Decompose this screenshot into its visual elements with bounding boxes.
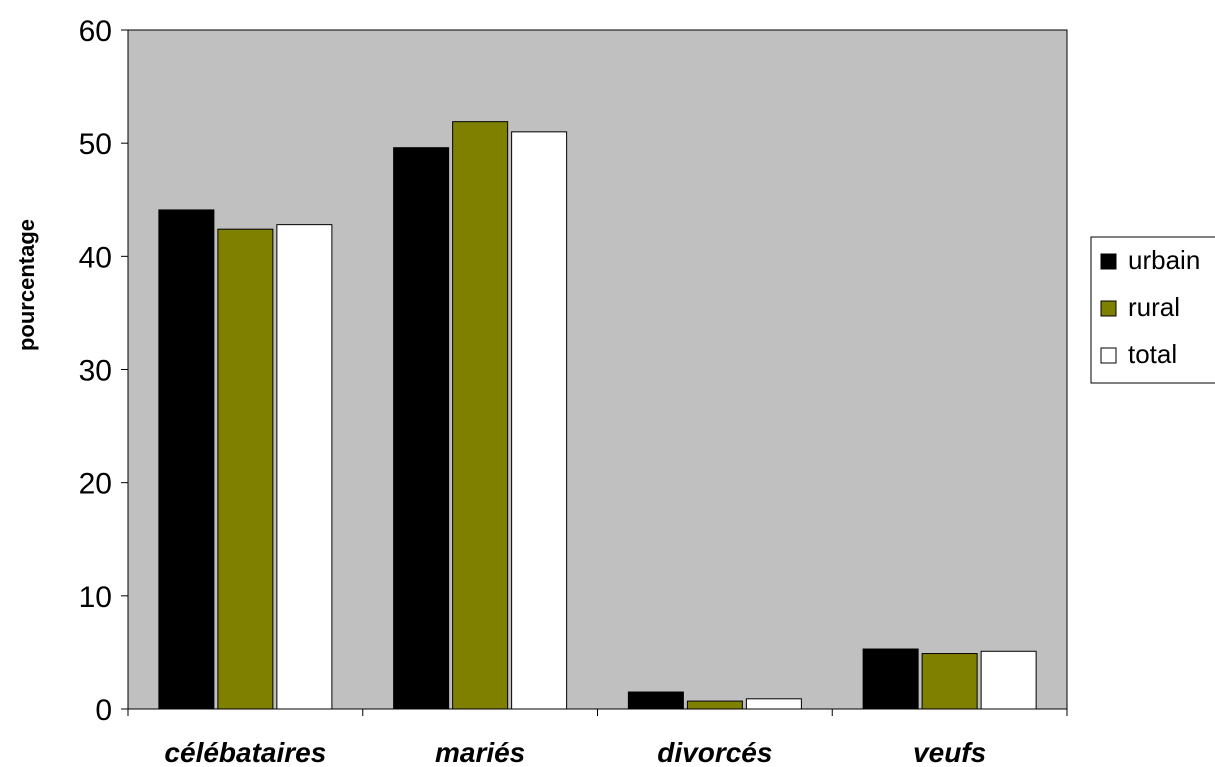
- bar-rural-0: [217, 228, 274, 710]
- legend-swatch-urbain: [1100, 253, 1117, 270]
- axes-layer: célébataires mariés divorcés veufs 0 10 20 30 40…: [79, 15, 1068, 767]
- bar-total-2: [745, 698, 802, 710]
- bar-rural-1: [452, 121, 509, 710]
- y-axis-label: pourcentage: [14, 219, 39, 351]
- legend: urbain rural total: [1090, 236, 1215, 384]
- x-tick-label: veufs: [913, 737, 986, 767]
- legend-label-rural: rural: [1128, 292, 1180, 322]
- x-tick-label: divorcés: [657, 737, 772, 767]
- bar-total-3: [980, 650, 1037, 710]
- bar-total-1: [511, 131, 568, 710]
- y-tick-label: 0: [95, 694, 112, 727]
- legend-label-total: total: [1128, 339, 1177, 369]
- y-tick-label: 20: [79, 468, 112, 501]
- bar-urbain-2: [627, 691, 684, 710]
- y-tick-label: 10: [79, 581, 112, 614]
- bar-urbain-0: [158, 209, 215, 710]
- legend-label-urbain: urbain: [1128, 245, 1200, 275]
- y-tick-label: 60: [79, 15, 112, 48]
- bars-layer: [158, 121, 1037, 710]
- y-tick-label: 40: [79, 241, 112, 274]
- y-tick-label: 30: [79, 355, 112, 388]
- bar-rural-2: [686, 700, 743, 710]
- x-tick-label: célébataires: [164, 737, 326, 767]
- bar-rural-3: [921, 653, 978, 710]
- bar-total-0: [276, 224, 333, 710]
- legend-swatch-total: [1100, 347, 1117, 364]
- bar-urbain-3: [862, 648, 919, 710]
- legend-swatch-rural: [1100, 300, 1117, 317]
- y-tick-label: 50: [79, 128, 112, 161]
- bar-urbain-1: [393, 147, 450, 710]
- x-tick-label: mariés: [435, 737, 525, 767]
